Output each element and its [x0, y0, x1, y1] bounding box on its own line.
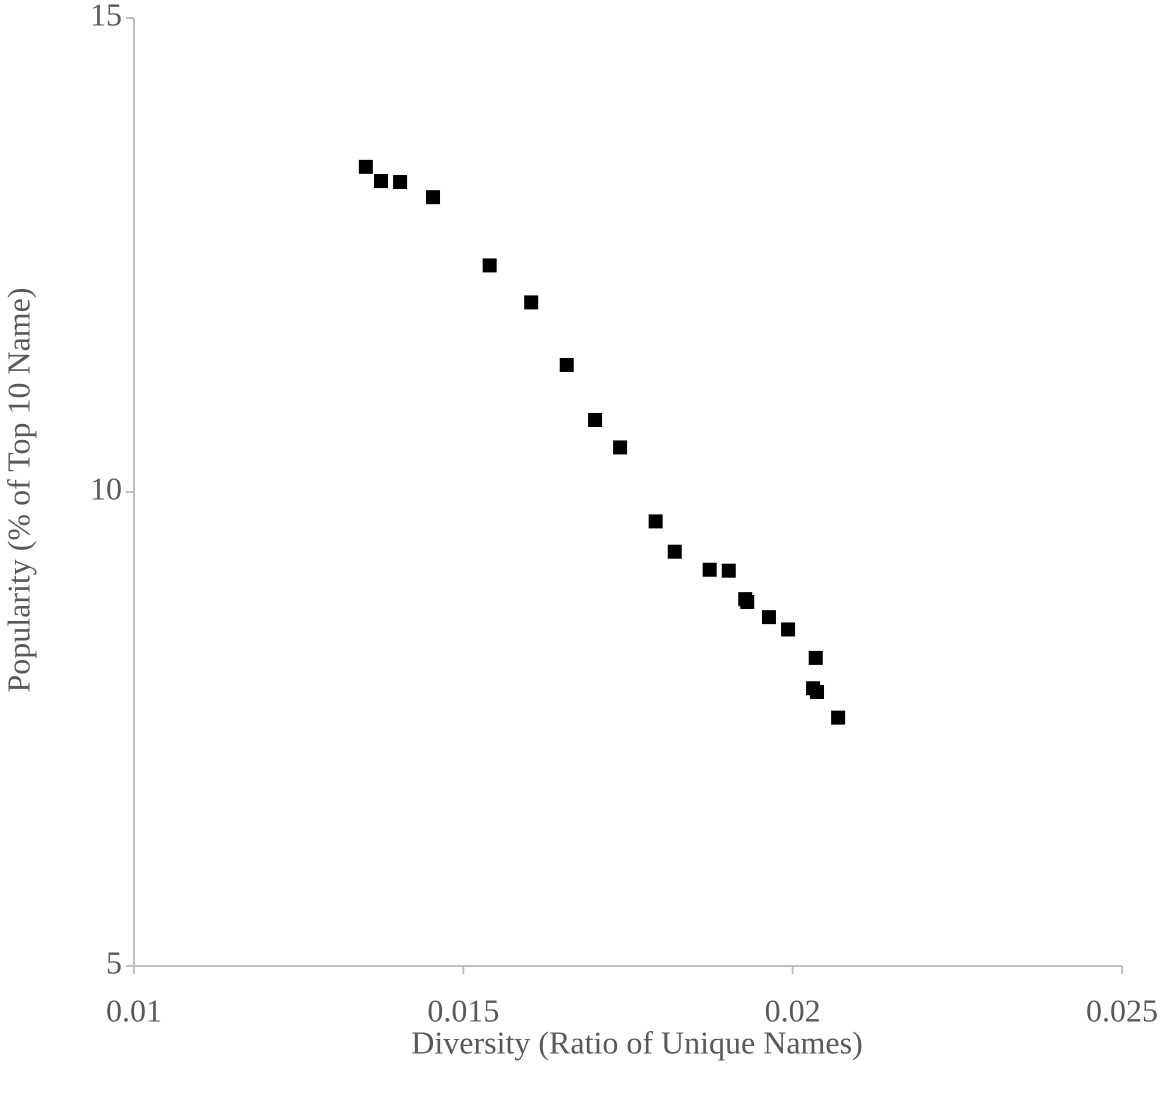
- y-tick-label: 15: [90, 0, 122, 32]
- data-point: [559, 357, 574, 372]
- y-tick-label: 10: [90, 470, 122, 506]
- x-tick-label: 0.025: [1086, 992, 1158, 1028]
- data-point: [613, 440, 628, 455]
- data-point: [482, 258, 497, 273]
- y-axis-title: Popularity (% of Top 10 Name): [0, 287, 36, 692]
- x-tick-label: 0.02: [765, 992, 821, 1028]
- data-point: [721, 563, 736, 578]
- data-point: [358, 159, 373, 174]
- x-tick-label: 0.015: [427, 992, 499, 1028]
- data-point: [740, 594, 755, 609]
- data-point: [393, 175, 408, 190]
- data-point: [426, 190, 441, 205]
- data-point: [810, 685, 825, 700]
- data-point: [702, 562, 717, 577]
- data-point: [761, 610, 776, 625]
- data-point: [781, 622, 796, 637]
- x-axis-title: Diversity (Ratio of Unique Names): [411, 1024, 862, 1060]
- data-point: [588, 412, 603, 427]
- y-tick-label: 5: [106, 944, 122, 980]
- data-point: [524, 295, 539, 310]
- data-point: [648, 514, 663, 529]
- data-point: [808, 650, 823, 665]
- x-tick-label: 0.01: [106, 992, 162, 1028]
- data-point: [667, 544, 682, 559]
- data-point: [374, 174, 388, 189]
- data-point: [831, 710, 846, 725]
